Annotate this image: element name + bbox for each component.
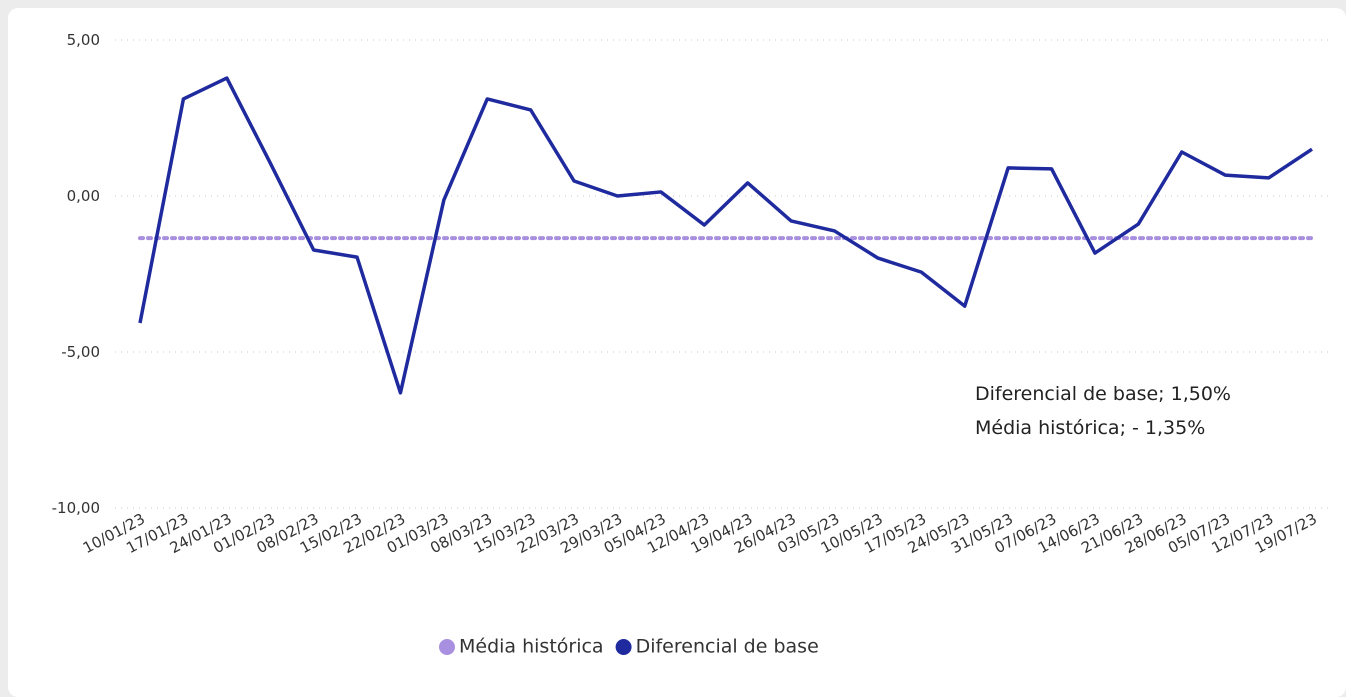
legend-label: Média histórica — [459, 636, 604, 658]
series-line — [138, 76, 1313, 395]
y-tick-label: 5,00 — [67, 31, 100, 49]
legend-marker — [439, 639, 455, 655]
y-tick-label: -10,00 — [52, 499, 100, 517]
y-tick-label: 0,00 — [67, 187, 100, 205]
legend-label: Diferencial de base — [636, 636, 819, 658]
annotation: Diferencial de base; 1,50% — [975, 383, 1231, 405]
legend-marker — [615, 639, 632, 655]
annotation: Média histórica; - 1,35% — [975, 417, 1205, 439]
y-tick-label: -5,00 — [61, 343, 100, 361]
